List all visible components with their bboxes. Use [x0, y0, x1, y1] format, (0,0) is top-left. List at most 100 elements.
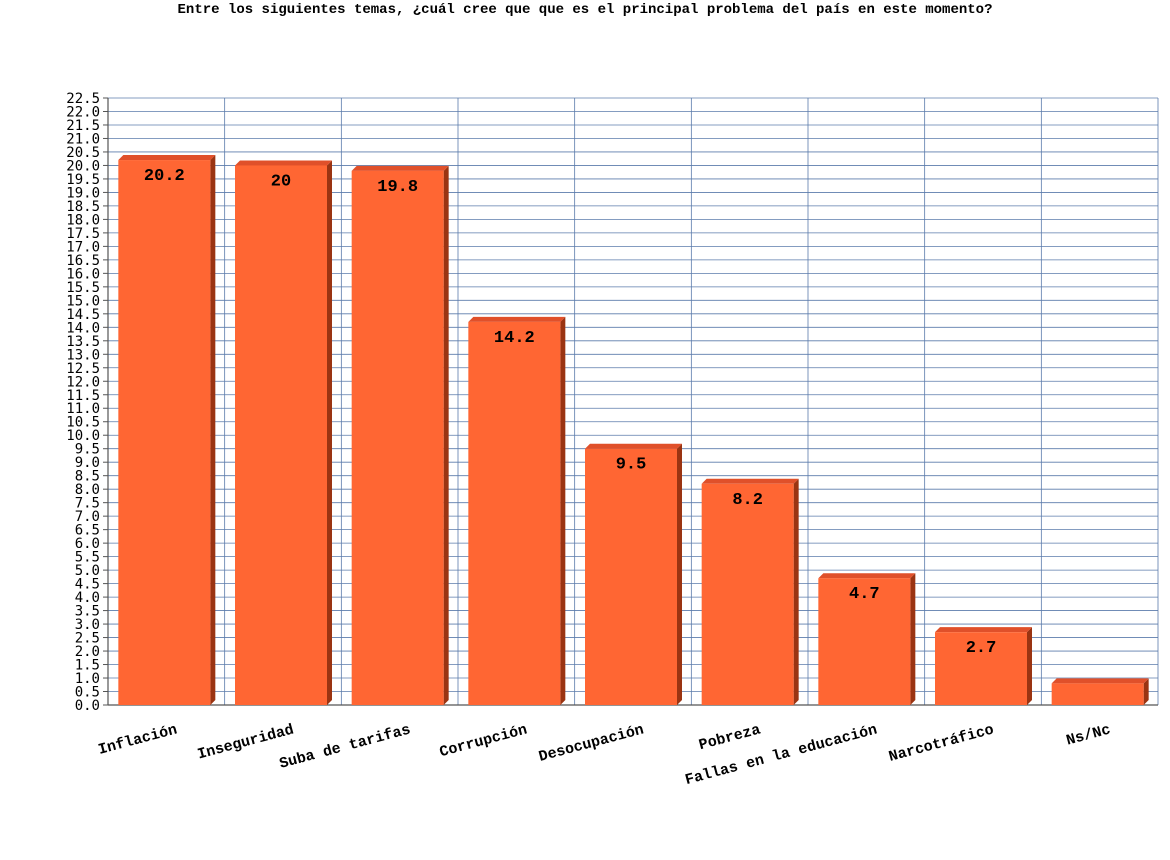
y-tick-label: 7.0 — [75, 509, 100, 525]
y-tick-label: 1.5 — [75, 658, 100, 674]
y-tick-label: 9.5 — [75, 442, 100, 458]
y-tick-label: 15.5 — [66, 280, 100, 296]
bar-front — [118, 160, 211, 705]
x-tick-label: Corrupción — [438, 721, 529, 761]
bar-side — [1143, 678, 1149, 705]
y-tick-label: 0.5 — [75, 685, 100, 701]
data-label: 19.8 — [377, 178, 418, 197]
bar-side — [560, 316, 566, 705]
y-tick-label: 10.5 — [66, 415, 100, 431]
bar-front — [1051, 683, 1144, 705]
y-tick-label: 18.5 — [66, 199, 100, 215]
y-tick-label: 19.0 — [66, 185, 100, 201]
y-tick-label: 15.0 — [66, 293, 100, 309]
y-tick-label: 0.0 — [75, 698, 100, 714]
chart-title: Entre los siguientes temas, ¿cuál cree q… — [177, 2, 993, 18]
x-tick-label: Inflación — [96, 721, 179, 758]
data-label: 14.2 — [494, 329, 535, 348]
y-tick-label: 19.5 — [66, 172, 100, 188]
bar — [235, 160, 332, 705]
y-tick-label: 12.5 — [66, 361, 100, 377]
bar-side — [793, 478, 799, 705]
y-tick-label: 21.0 — [66, 131, 100, 147]
bar — [351, 165, 449, 706]
bar-front — [235, 165, 327, 705]
y-tick-label: 12.0 — [66, 374, 100, 390]
y-tick-label: 2.5 — [75, 631, 100, 647]
y-tick-label: 5.5 — [75, 550, 100, 566]
bar-top — [585, 443, 682, 449]
data-label: 4.7 — [849, 585, 880, 604]
bar — [468, 316, 566, 705]
data-label: 8.2 — [732, 491, 763, 510]
y-tick-label: 22.5 — [66, 91, 100, 107]
y-tick-label: 4.0 — [75, 590, 100, 606]
y-tick-label: 6.5 — [75, 523, 100, 539]
y-tick-label: 18.0 — [66, 212, 100, 228]
y-tick-label: 13.5 — [66, 334, 100, 350]
y-tick-label: 8.0 — [75, 482, 100, 498]
bar-side — [910, 573, 916, 705]
bar-front — [468, 321, 561, 705]
data-label: 20.2 — [144, 167, 185, 186]
x-tick-label: Desocupación — [537, 721, 646, 765]
bar-side — [677, 443, 682, 705]
x-tick-label: Narcotráfico — [887, 721, 996, 765]
y-tick-label: 21.5 — [66, 118, 100, 134]
bar-side — [210, 155, 216, 705]
bar-top — [468, 316, 566, 322]
bar-top — [351, 165, 449, 171]
bar-top — [818, 573, 916, 579]
y-tick-label: 6.0 — [75, 536, 100, 552]
x-tick-label: Pobreza — [697, 721, 762, 754]
bar-front — [935, 632, 1027, 705]
y-tick-label: 4.5 — [75, 577, 100, 593]
bar-top — [1051, 678, 1149, 684]
bar — [118, 155, 216, 705]
y-tick-label: 9.0 — [75, 455, 100, 471]
bar — [935, 627, 1032, 705]
bar-top — [935, 627, 1032, 633]
y-tick-label: 11.0 — [66, 401, 100, 417]
data-label: 2.7 — [966, 639, 997, 658]
y-tick-label: 2.0 — [75, 644, 100, 660]
bar — [585, 443, 682, 705]
y-tick-label: 5.0 — [75, 563, 100, 579]
bar — [818, 573, 916, 705]
y-tick-label: 11.5 — [66, 388, 100, 404]
y-tick-label: 14.0 — [66, 320, 100, 336]
bar-front — [351, 170, 444, 706]
y-tick-label: 20.5 — [66, 145, 100, 161]
y-tick-label: 14.5 — [66, 307, 100, 323]
y-tick-label: 13.0 — [66, 347, 100, 363]
y-tick-label: 16.5 — [66, 253, 100, 269]
y-tick-label: 8.5 — [75, 469, 100, 485]
bar-side — [1027, 627, 1032, 705]
x-tick-label: Suba de tarifas — [278, 721, 413, 772]
y-tick-label: 10.0 — [66, 428, 100, 444]
bars-layer — [118, 155, 1149, 706]
x-tick-label: Ns/Nc — [1065, 721, 1113, 749]
y-tick-label: 22.0 — [66, 104, 100, 120]
x-tick-label: Fallas en la educación — [683, 721, 879, 789]
data-label: 9.5 — [616, 456, 647, 475]
y-tick-label: 1.0 — [75, 671, 100, 687]
bar-side — [443, 165, 449, 706]
bar-top — [235, 160, 332, 166]
bar-front — [585, 448, 677, 705]
y-tick-label: 16.0 — [66, 266, 100, 282]
y-tick-label: 7.5 — [75, 496, 100, 512]
y-tick-label: 17.0 — [66, 239, 100, 255]
bar-front — [818, 578, 911, 705]
bar — [1051, 678, 1149, 705]
bar-side — [327, 160, 332, 705]
y-tick-label: 3.0 — [75, 617, 100, 633]
bar-top — [701, 478, 799, 484]
y-tick-label: 17.5 — [66, 226, 100, 242]
bar-top — [118, 155, 216, 161]
bar-front — [701, 483, 794, 705]
bar — [701, 478, 799, 705]
y-tick-label: 20.0 — [66, 158, 100, 174]
data-label: 20 — [271, 172, 291, 191]
